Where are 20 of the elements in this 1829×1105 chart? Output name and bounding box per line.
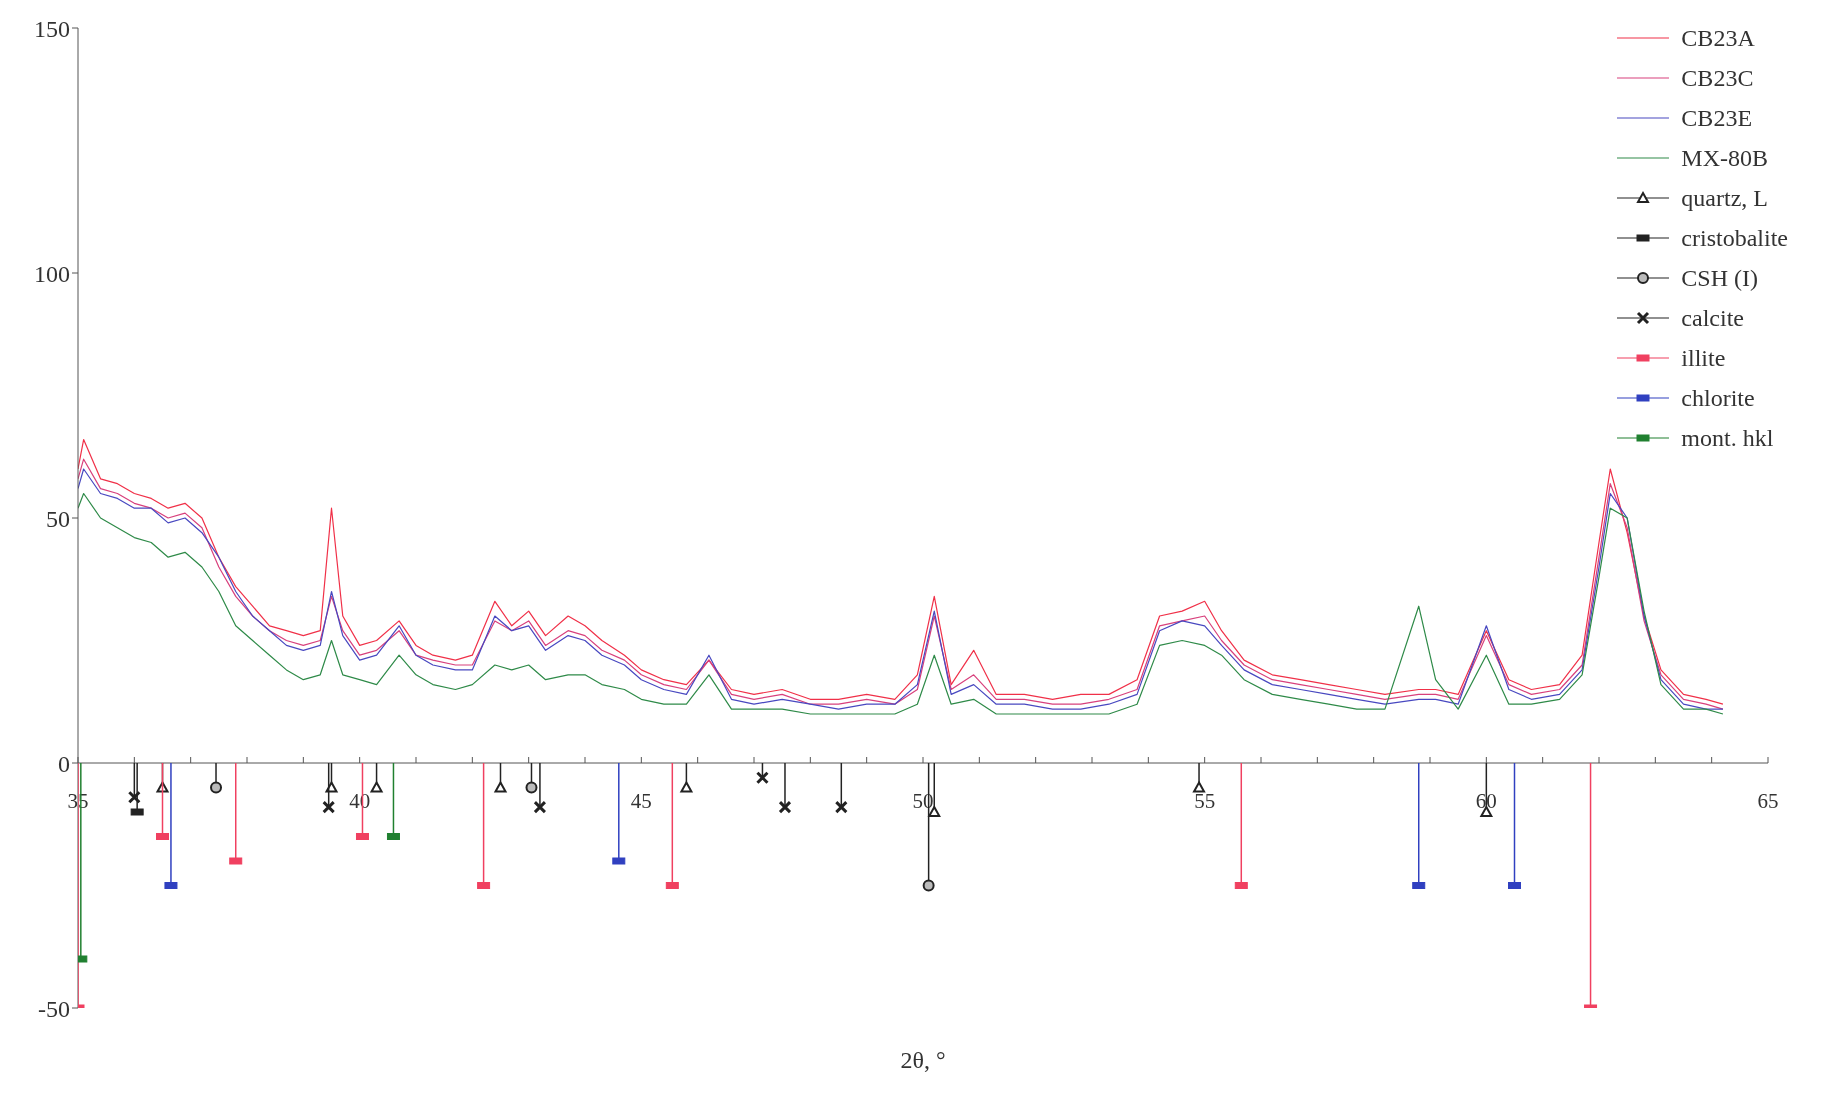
legend-label: mont. hkl bbox=[1681, 424, 1774, 452]
legend-label: chlorite bbox=[1681, 384, 1755, 412]
x-tick-label: 45 bbox=[630, 789, 652, 813]
legend-label: CB23C bbox=[1681, 64, 1754, 92]
legend-label: CB23A bbox=[1681, 24, 1755, 52]
legend-label: illite bbox=[1681, 344, 1726, 372]
legend-label: CSH (I) bbox=[1681, 264, 1759, 292]
legend-label: calcite bbox=[1681, 304, 1744, 332]
legend-label: MX-80B bbox=[1681, 144, 1769, 172]
y-tick-label: -50 bbox=[38, 995, 70, 1022]
x-axis-title: 2θ, ° bbox=[900, 1047, 946, 1073]
y-tick-label: 50 bbox=[46, 505, 70, 532]
y-tick-label: 100 bbox=[34, 260, 70, 287]
y-tick-label: 150 bbox=[34, 15, 70, 42]
y-tick-label: 0 bbox=[58, 750, 70, 777]
x-tick-label: 65 bbox=[1757, 789, 1779, 813]
legend-label: cristobalite bbox=[1681, 224, 1788, 252]
x-tick-label: 55 bbox=[1194, 789, 1216, 813]
legend-label: quartz, L bbox=[1681, 184, 1768, 212]
legend-label: CB23E bbox=[1681, 104, 1753, 132]
